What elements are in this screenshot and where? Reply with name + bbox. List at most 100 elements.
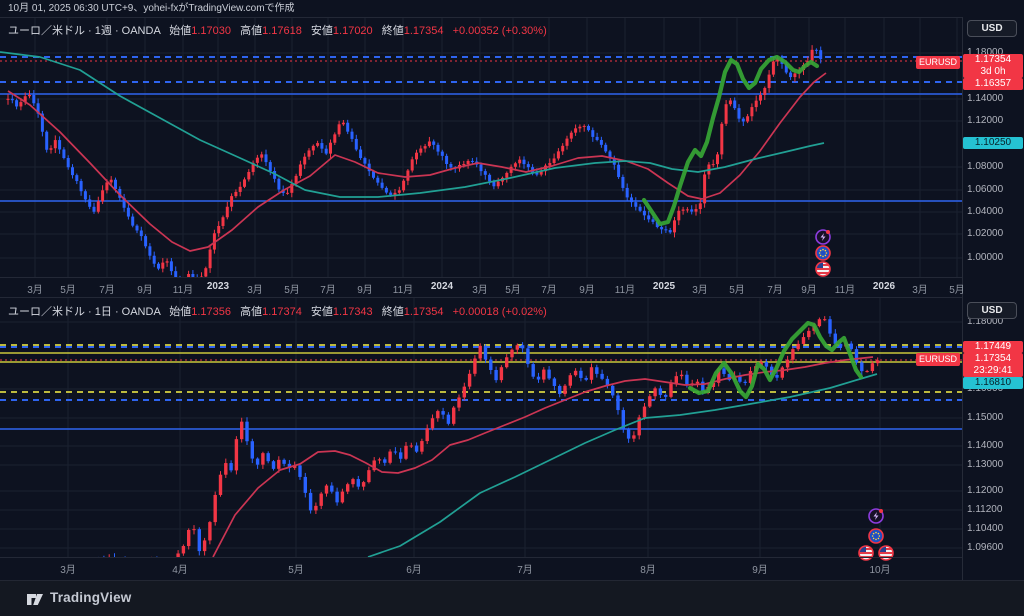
last-price-label-weekly: 1.17354 3d 0h <box>963 54 1023 78</box>
low-value: 1.17020 <box>332 25 373 37</box>
brand-name[interactable]: TradingView <box>50 590 132 605</box>
time-tick-label[interactable]: 2026 <box>872 281 896 292</box>
time-tick-label[interactable]: 3月 <box>472 285 488 296</box>
currency-toggle-daily[interactable]: USD <box>967 302 1017 319</box>
symbol-title[interactable]: ユーロ／米ドル · 1日 · OANDA <box>8 306 161 318</box>
time-tick-label[interactable]: 2025 <box>652 281 676 292</box>
symbol-title[interactable]: ユーロ／米ドル · 1週 · OANDA <box>8 25 161 37</box>
high-value: 1.17374 <box>262 306 302 318</box>
economic-event-lightning-icon[interactable] <box>815 229 831 245</box>
currency-toggle-weekly[interactable]: USD <box>967 20 1017 37</box>
price-tick-label: 1.15000 <box>967 412 1004 423</box>
legend-daily[interactable]: ユーロ／米ドル · 1日 · OANDA 始値1.17356 高値1.17374… <box>8 303 547 318</box>
time-tick-label[interactable]: 7月 <box>99 285 115 296</box>
price-tick-label: 1.12000 <box>967 485 1004 496</box>
ma-red-line[interactable] <box>212 356 874 557</box>
trend-drawing[interactable] <box>687 320 864 400</box>
footer-bar: TradingView <box>0 580 1024 616</box>
pane-daily[interactable] <box>0 297 962 566</box>
tradingview-logo-icon[interactable] <box>26 590 44 608</box>
time-tick-label[interactable]: 3月 <box>27 285 43 296</box>
time-tick-label[interactable]: 9月 <box>357 285 373 296</box>
bar-countdown: 23:29:41 <box>973 365 1013 376</box>
price-tick-label: 1.13000 <box>967 459 1004 470</box>
time-tick-label[interactable]: 3月 <box>60 565 76 576</box>
us-flag-icon[interactable] <box>878 545 894 561</box>
time-tick-label[interactable]: 11月 <box>834 285 856 296</box>
low-value: 1.17343 <box>332 306 373 318</box>
high-value: 1.17618 <box>262 25 302 37</box>
bar-countdown: 3d 0h <box>980 66 1006 77</box>
price-tick-label: 1.18000 <box>967 47 1004 58</box>
time-tick-label[interactable]: 7月 <box>517 565 533 576</box>
time-tick-label[interactable]: 7月 <box>541 285 557 296</box>
price-tick-label: 1.12000 <box>967 115 1004 126</box>
ma-price-label-daily: 1.16810 <box>963 377 1023 389</box>
close-label: 終値 <box>381 306 404 318</box>
eu-flag-icon[interactable] <box>868 528 884 544</box>
time-tick-label[interactable]: 3月 <box>692 285 708 296</box>
change-value: +0.00018 (+0.02%) <box>452 306 547 318</box>
time-tick-label[interactable]: 9月 <box>579 285 595 296</box>
legend-weekly[interactable]: ユーロ／米ドル · 1週 · OANDA 始値1.17030 高値1.17618… <box>8 22 547 37</box>
economic-event-lightning-icon[interactable] <box>868 508 884 524</box>
low-label: 安値 <box>310 306 333 318</box>
time-tick-label[interactable]: 5月 <box>729 285 745 296</box>
trend-drawing[interactable] <box>641 54 820 227</box>
time-tick-label[interactable]: 3月 <box>912 285 928 296</box>
ma-price-label-weekly: 1.10250 <box>963 137 1023 149</box>
time-tick-label[interactable]: 2023 <box>206 281 230 292</box>
grid <box>0 297 962 557</box>
time-tick-label[interactable]: 9月 <box>137 285 153 296</box>
us-flag-icon[interactable] <box>815 261 831 277</box>
time-tick-label[interactable]: 7月 <box>767 285 783 296</box>
time-tick-label[interactable]: 11月 <box>172 285 194 296</box>
time-tick-label[interactable]: 5月 <box>505 285 521 296</box>
time-tick-label[interactable]: 9月 <box>752 565 768 576</box>
time-tick-label[interactable]: 2024 <box>430 281 454 292</box>
header-divider <box>0 17 1024 18</box>
price-tick-label: 1.02000 <box>967 228 1004 239</box>
time-tick-label[interactable]: 9月 <box>801 285 817 296</box>
ma-price: 1.10250 <box>974 137 1012 148</box>
ma-red-line[interactable] <box>7 72 827 252</box>
close-label: 終値 <box>381 25 404 37</box>
pane-divider[interactable] <box>0 297 1024 298</box>
open-label: 始値 <box>169 306 192 318</box>
time-tick-label[interactable]: 5月 <box>949 285 965 296</box>
pane-weekly[interactable] <box>0 17 962 287</box>
time-tick-label[interactable]: 5月 <box>284 285 300 296</box>
price-tick-label: 1.14000 <box>967 440 1004 451</box>
last-price-label-daily: 1.17354 23:29:41 <box>963 353 1023 377</box>
high-label: 高値 <box>240 306 263 318</box>
time-tick-label[interactable]: 4月 <box>172 565 188 576</box>
price-axis[interactable] <box>962 17 1024 580</box>
open-label: 始値 <box>169 25 192 37</box>
time-tick-label[interactable]: 10月 <box>869 565 891 576</box>
alert-price-label-daily: 1.17449 <box>963 341 1023 353</box>
alert-price: 1.17449 <box>974 341 1012 352</box>
time-tick-label[interactable]: 6月 <box>406 565 422 576</box>
price-tick-label: 1.09600 <box>967 542 1004 553</box>
time-tick-label[interactable]: 5月 <box>60 285 76 296</box>
price-tick-label: 1.14000 <box>967 93 1004 104</box>
time-tick-label[interactable]: 5月 <box>288 565 304 576</box>
time-tick-label[interactable]: 3月 <box>247 285 263 296</box>
time-tick-label[interactable]: 11月 <box>614 285 636 296</box>
change-value: +0.00352 (+0.30%) <box>452 25 547 37</box>
time-tick-label[interactable]: 7月 <box>320 285 336 296</box>
time-tick-label[interactable]: 8月 <box>640 565 656 576</box>
ma-teal-line[interactable] <box>367 373 878 557</box>
price-tick-label: 1.04000 <box>967 206 1004 217</box>
price-tick-label: 1.08000 <box>967 161 1004 172</box>
ma-teal-line[interactable] <box>0 51 825 198</box>
open-value: 1.17030 <box>191 25 232 37</box>
symbol-tag-daily: EURUSD <box>916 353 960 366</box>
time-tick-label[interactable]: 11月 <box>392 285 414 296</box>
alert-price: 1.16357 <box>974 78 1012 89</box>
eu-flag-icon[interactable] <box>815 245 831 261</box>
weekly-axis-divider <box>0 277 1024 278</box>
high-label: 高値 <box>240 25 263 37</box>
